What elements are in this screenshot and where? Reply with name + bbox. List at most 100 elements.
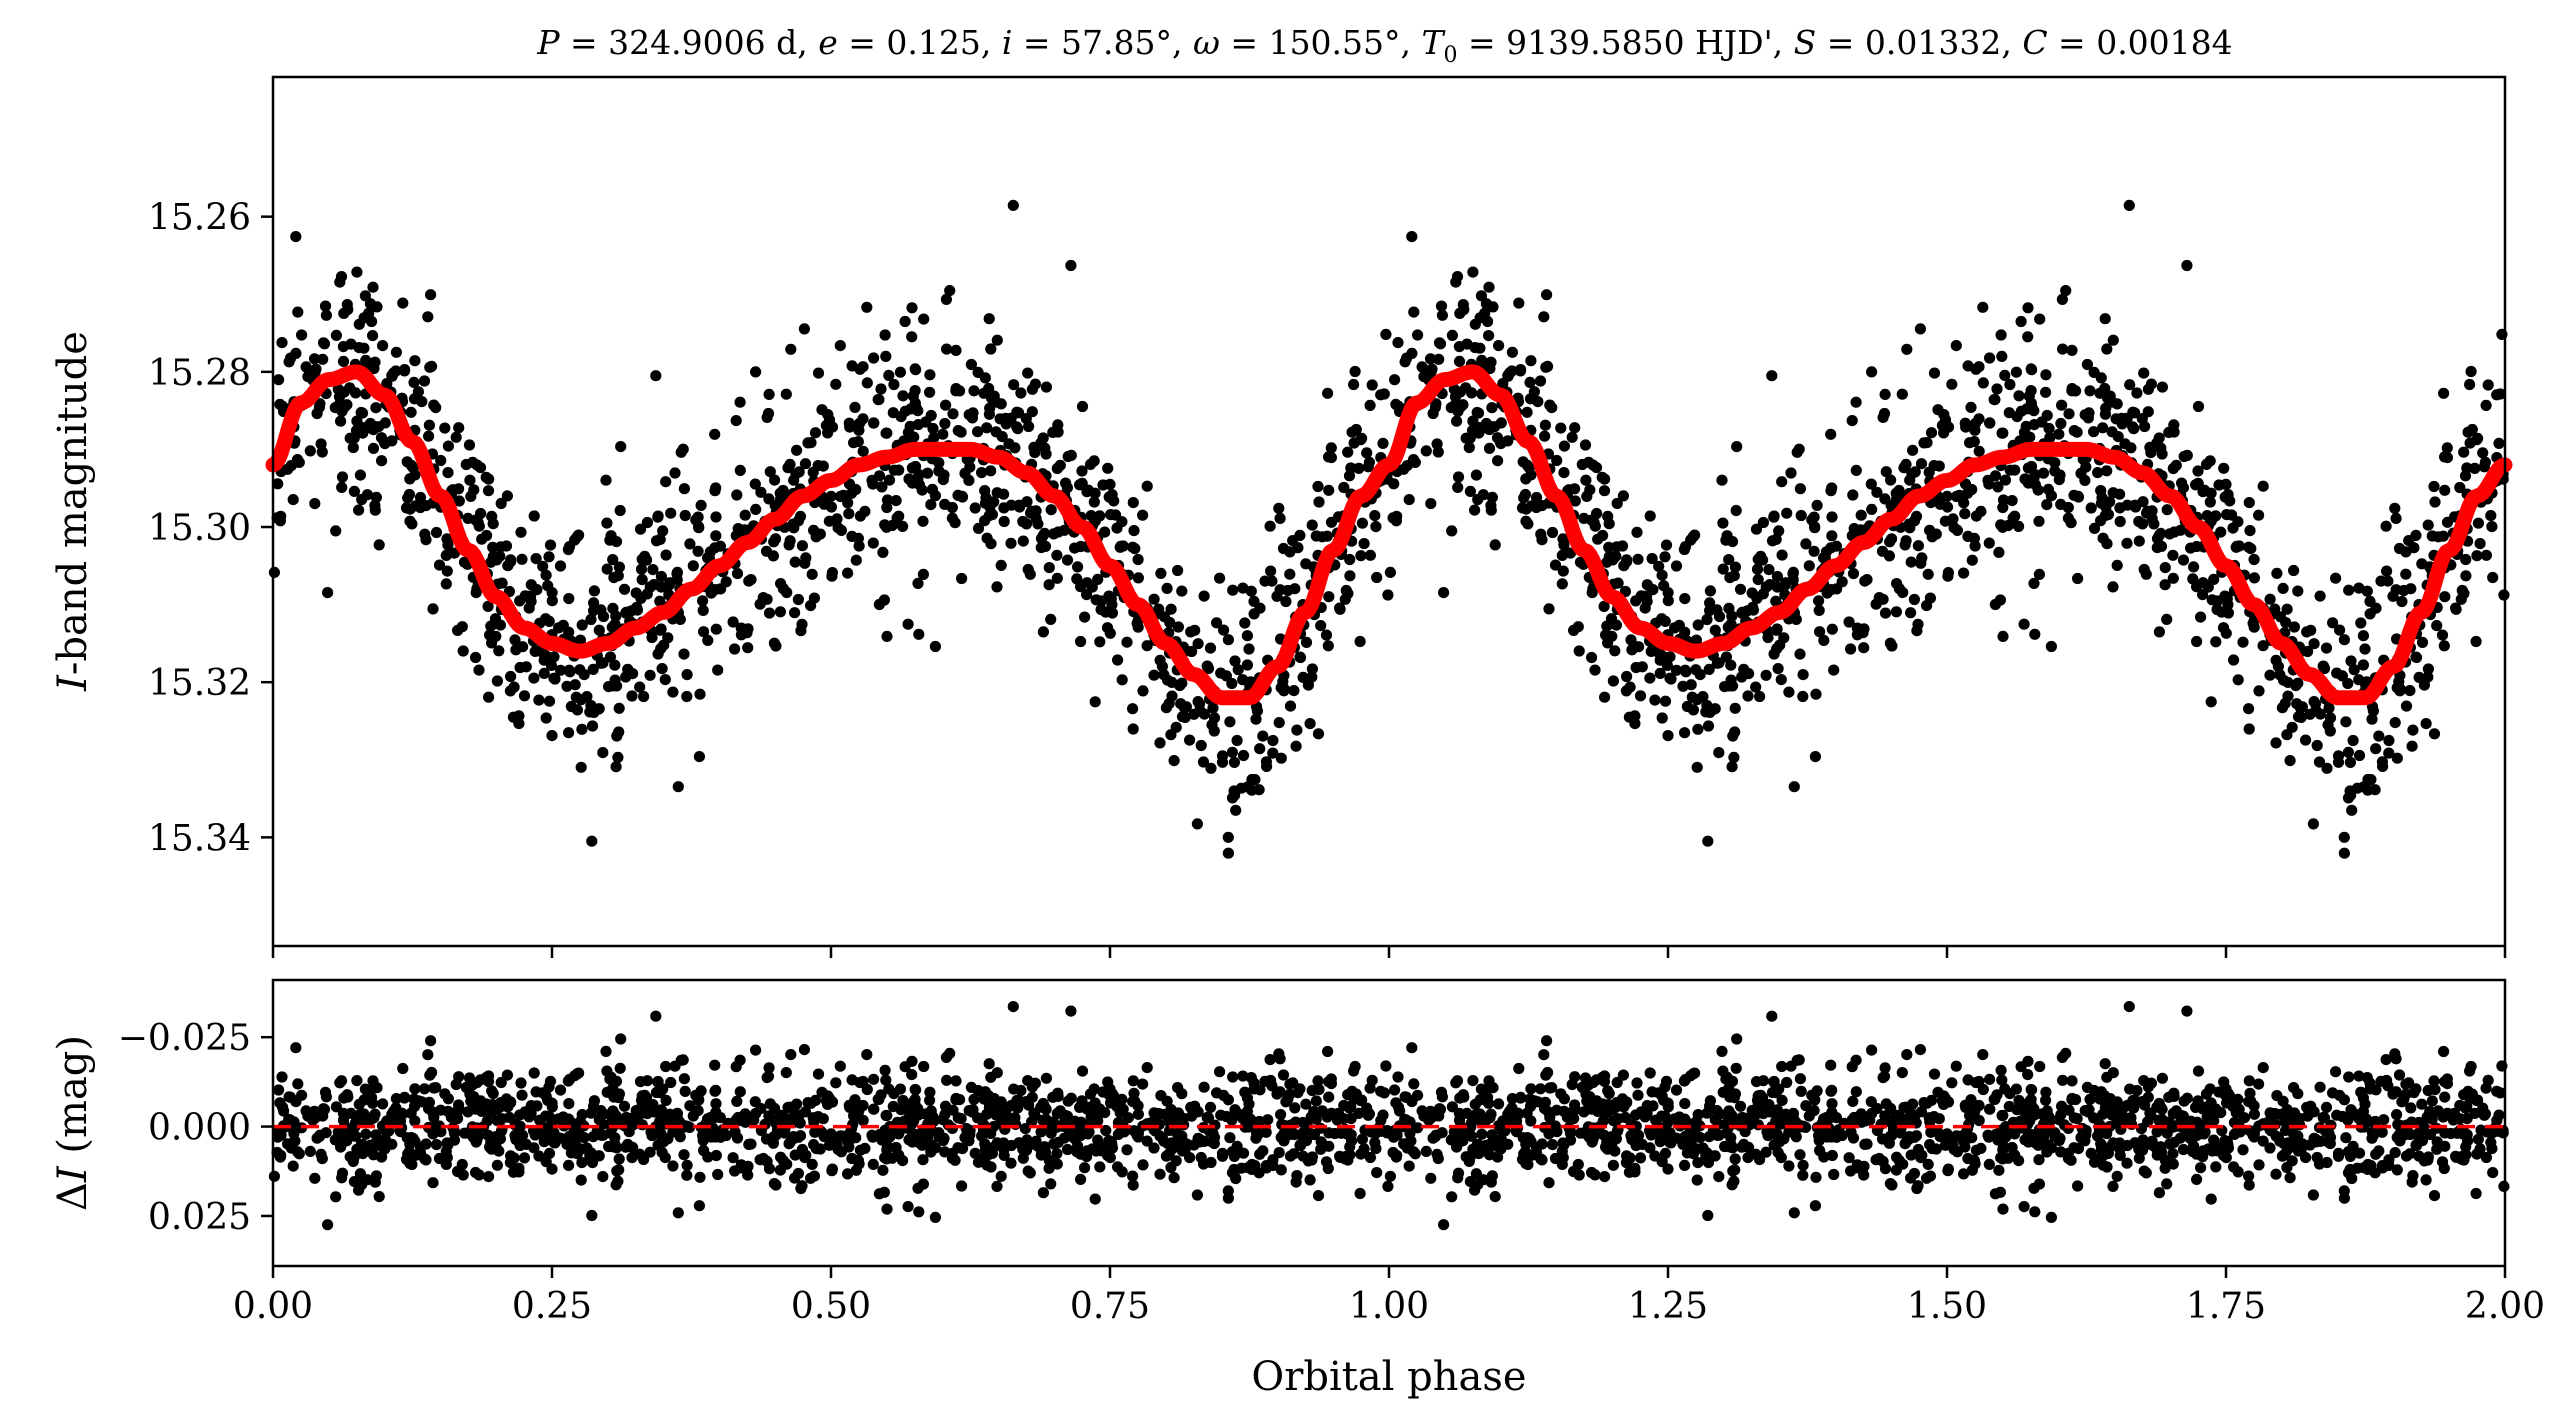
- data-point: [1438, 587, 1450, 599]
- data-point: [1770, 595, 1782, 607]
- residual-point: [954, 1094, 966, 1106]
- residual-point: [1847, 1095, 1859, 1107]
- residual-point: [1845, 1126, 1857, 1138]
- residual-point: [2458, 1089, 2470, 1101]
- data-point: [1026, 406, 1038, 418]
- data-point: [1380, 328, 1392, 340]
- residual-point: [1030, 1139, 1042, 1151]
- data-point: [2181, 449, 2193, 461]
- data-point: [285, 352, 297, 364]
- residual-point: [516, 1089, 528, 1101]
- data-point: [1207, 702, 1219, 714]
- data-point: [1924, 592, 1936, 604]
- residual-point: [1241, 1092, 1253, 1104]
- data-point: [2092, 467, 2104, 479]
- residual-point: [562, 1075, 575, 1087]
- data-point: [1757, 588, 1769, 600]
- residual-point: [1826, 1149, 1838, 1162]
- data-point: [2464, 378, 2476, 391]
- residual-point: [1850, 1086, 1862, 1098]
- data-point: [353, 318, 365, 330]
- data-point: [575, 761, 587, 773]
- data-point: [544, 539, 557, 551]
- data-point: [925, 499, 937, 511]
- data-point: [966, 412, 979, 424]
- data-point: [501, 490, 513, 502]
- data-point: [338, 386, 350, 398]
- data-point: [1573, 645, 1585, 657]
- residual-point: [1229, 1104, 1241, 1116]
- data-point: [1973, 361, 1985, 373]
- residual-point: [1168, 1172, 1180, 1184]
- data-point: [2205, 515, 2217, 527]
- residual-point: [495, 1076, 507, 1089]
- data-point: [1249, 774, 1261, 786]
- data-point: [1452, 405, 1464, 417]
- data-point: [875, 383, 887, 395]
- data-point: [1776, 476, 1788, 488]
- residual-point: [2159, 1162, 2171, 1174]
- residual-point: [1235, 1162, 1247, 1174]
- data-point: [2367, 705, 2379, 717]
- data-point: [2342, 746, 2354, 758]
- data-point: [1457, 299, 1469, 311]
- data-point: [376, 455, 388, 467]
- residual-point: [1549, 1120, 1561, 1132]
- data-point: [2270, 737, 2282, 749]
- data-point: [574, 634, 587, 646]
- data-point: [669, 467, 681, 479]
- data-point: [1290, 740, 1302, 752]
- data-point: [2062, 512, 2074, 524]
- data-point: [980, 492, 992, 504]
- data-point: [425, 289, 437, 301]
- data-point: [533, 694, 545, 706]
- data-point: [810, 531, 822, 543]
- data-point: [995, 559, 1007, 572]
- residual-point: [2405, 1102, 2417, 1114]
- data-point: [2400, 568, 2412, 580]
- data-point: [1727, 680, 1739, 692]
- data-point: [2428, 728, 2441, 740]
- data-point: [983, 313, 995, 325]
- data-point: [2192, 400, 2205, 413]
- residual-point: [418, 1083, 431, 1095]
- data-point: [846, 360, 858, 372]
- data-point: [906, 477, 919, 489]
- residual-point: [1312, 1190, 1325, 1202]
- residual-point: [816, 1086, 828, 1098]
- data-point: [2022, 331, 2034, 343]
- residual-point: [1174, 1133, 1186, 1145]
- data-point: [2284, 755, 2296, 767]
- data-point: [2197, 577, 2209, 589]
- data-point: [2033, 568, 2045, 581]
- data-point: [576, 723, 588, 735]
- data-point: [731, 489, 743, 501]
- residual-point: [1494, 1142, 1506, 1154]
- data-point: [1003, 438, 1015, 450]
- data-point: [505, 670, 517, 683]
- data-point: [2164, 528, 2176, 540]
- data-point: [1519, 488, 1531, 501]
- residual-point: [897, 1094, 909, 1107]
- residual-point: [370, 1129, 382, 1141]
- residual-point: [2462, 1135, 2474, 1147]
- data-point: [272, 478, 284, 490]
- data-point: [1659, 695, 1672, 707]
- data-point: [1691, 761, 1703, 773]
- residual-point: [426, 1066, 438, 1079]
- data-point: [2188, 561, 2200, 573]
- data-point: [543, 695, 556, 707]
- data-point: [2142, 406, 2154, 418]
- data-point: [1220, 670, 1232, 682]
- residual-point: [734, 1054, 746, 1066]
- data-point: [1323, 484, 1335, 496]
- data-point: [946, 512, 959, 524]
- residual-point: [1670, 1084, 1683, 1096]
- data-point: [2237, 636, 2249, 648]
- data-point: [1452, 471, 1465, 483]
- y-tick-label: 15.30: [148, 508, 251, 549]
- data-point: [709, 428, 721, 440]
- data-point: [2270, 654, 2282, 666]
- data-point: [654, 595, 666, 607]
- residual-point: [563, 1098, 575, 1110]
